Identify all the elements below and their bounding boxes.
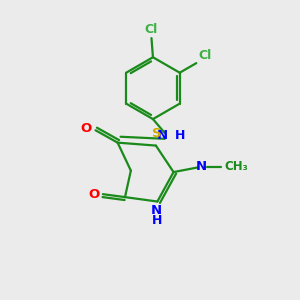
Text: Cl: Cl — [199, 49, 212, 62]
Text: N: N — [151, 204, 162, 217]
Text: H: H — [152, 214, 163, 227]
Text: O: O — [88, 188, 99, 201]
Text: S: S — [152, 127, 162, 140]
Text: N: N — [157, 129, 168, 142]
Text: N: N — [196, 160, 207, 173]
Text: H: H — [174, 129, 185, 142]
Text: Cl: Cl — [145, 23, 158, 36]
Text: O: O — [81, 122, 92, 135]
Text: CH₃: CH₃ — [224, 160, 248, 173]
